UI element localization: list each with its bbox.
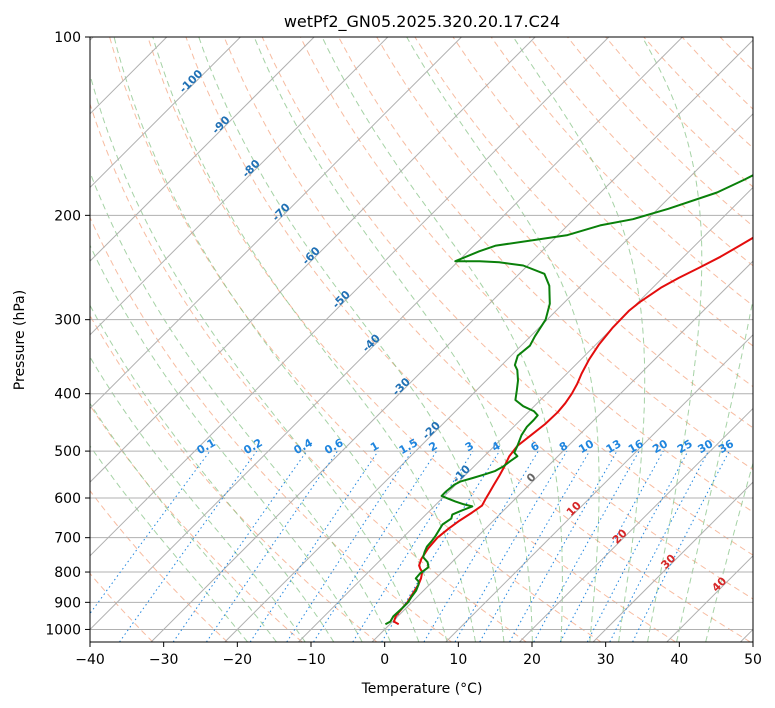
moist-adiabat-line [90,356,306,642]
moist-adiabat-line [198,37,505,642]
y-tick-label: 1000 [45,622,81,638]
mixing-ratio-line [423,450,539,642]
dry-adiabat-line [90,314,378,642]
dry-adiabat-line [90,102,527,642]
x-tick-label: −40 [75,652,105,668]
isotherm-line [150,39,753,642]
mixing-ratio-line [172,450,308,642]
isotherm-line [224,113,753,642]
y-tick-label: 900 [54,595,81,611]
y-axis: 100 200 300 400 500 600 700 800 900 1000 [45,30,90,638]
mixing-ratio-line [454,450,568,642]
y-tick-label: 500 [54,444,81,460]
x-tick-label: −20 [223,652,253,668]
y-tick-label: 200 [54,208,81,224]
mixing-ratio-line [205,450,338,642]
dry-adiabat-line [376,37,753,429]
moist-adiabat-line [90,402,277,642]
mixing-ratio-line [119,450,258,642]
dry-adiabat-line [90,404,303,642]
dry-adiabat-line [414,37,753,388]
data-lines [384,174,753,626]
mixing-ratio-line [352,450,474,642]
dry-adiabat-line [338,37,753,471]
isotherm-line [592,481,753,642]
isotherm-line [90,37,315,262]
dry-adiabat-line [490,37,753,307]
isotherm-line [90,37,610,557]
isotherm-line [90,37,389,336]
isotherm-line [519,407,753,642]
y-tick-label: 700 [54,531,81,547]
isotherm-line [90,37,241,189]
x-tick-label: 30 [597,652,615,668]
moist-adiabat-line [705,461,753,642]
moist-adiabat-line [90,244,363,642]
moist-adiabat-line [113,37,448,642]
moist-adiabat-line [152,37,476,642]
isotherm-line [90,37,462,410]
moist-adiabat-line [90,445,248,642]
x-tick-label: 20 [523,652,541,668]
chart-title: wetPf2_GN05.2025.320.20.17.C24 [284,12,560,32]
x-axis: −40 −30 −20 −10 0 10 20 30 40 50 [75,642,762,668]
mixing-ratio-line [559,450,664,642]
x-tick-label: 10 [449,652,467,668]
dry-adiabat-line [299,37,753,513]
x-tick-label: −30 [149,652,179,668]
y-tick-label: 100 [54,30,81,46]
isotherm-line [298,186,753,642]
y-tick-label: 300 [54,313,81,329]
plot-frame [89,36,754,643]
moist-adiabat-line [90,304,335,642]
x-axis-label: Temperature (°C) [361,681,483,697]
dewpoint-profile-line [384,174,753,626]
moist-adiabat-line [90,72,420,642]
dry-adiabat-line [109,37,602,642]
dry-adiabat-line [147,37,676,642]
y-tick-label: 800 [54,565,81,581]
background-lines [90,37,775,642]
dry-adiabat-line [90,216,452,642]
moist-adiabat-line [90,171,391,642]
dry-adiabat-line [223,37,753,600]
moist-adiabat-line [641,37,703,642]
dry-adiabat-line [90,489,228,642]
moist-adiabat-line [512,37,646,642]
plot-area [90,37,753,642]
mixing-ratio-line [313,450,438,642]
mixing-ratio-line [286,450,413,642]
isotherm-line [445,334,753,642]
x-tick-label: 40 [670,652,688,668]
mixing-ratio-line [249,450,379,642]
isotherm-line [90,37,683,631]
moist-adiabat-line [676,296,753,642]
isotherm-line [371,260,753,642]
x-tick-label: 0 [380,652,389,668]
moist-adiabat-line [321,37,563,642]
moist-adiabat-line [253,37,533,642]
dry-adiabat-line [261,37,753,556]
x-tick-label: 50 [744,652,762,668]
x-tick-label: −10 [296,652,326,668]
dry-adiabat-line [758,37,775,642]
y-tick-label: 400 [54,387,81,403]
mixing-ratio-line [586,450,689,642]
moist-adiabat-line [406,37,600,642]
y-tick-label: 600 [54,491,81,507]
isotherm-line [90,37,536,483]
y-axis-label: Pressure (hPa) [12,290,28,390]
